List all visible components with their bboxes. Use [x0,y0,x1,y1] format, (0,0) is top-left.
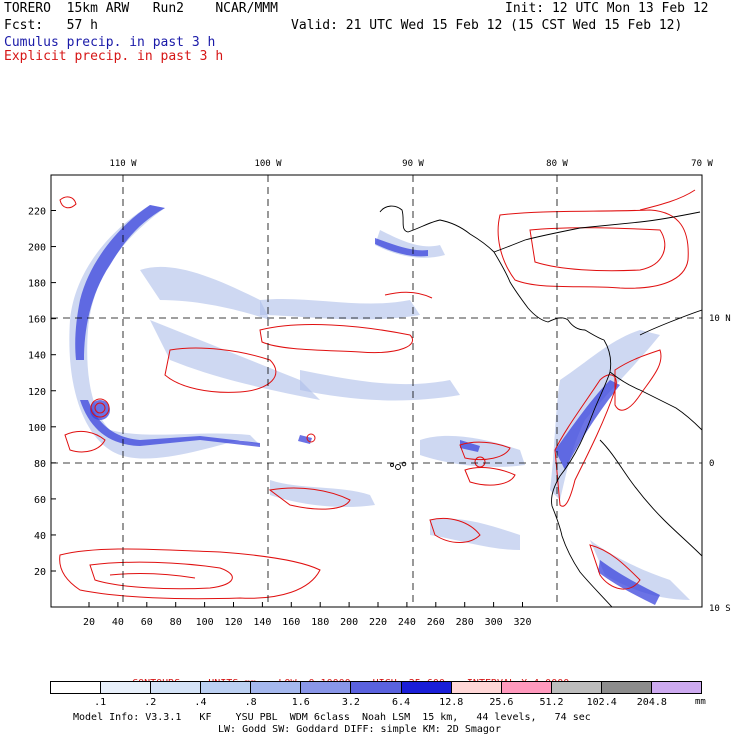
color-bar-swatch [251,682,302,693]
color-bar-swatch [101,682,152,693]
color-bar-label: .8 [244,697,257,708]
lat-label: 10 N [709,314,731,324]
color-bar-label: 3.2 [341,697,360,708]
color-bar-swatch [351,682,402,693]
model-info: Model Info: V3.3.1 KF YSU PBL WDM 6class… [73,712,591,736]
x-tick-label: 40 [112,617,124,628]
color-bar-label: 25.6 [489,697,514,708]
valid-time: Valid: 21 UTC Wed 15 Feb 12 (15 CST Wed … [291,18,683,33]
color-bar-swatch [151,682,202,693]
color-bar-label: .2 [144,697,157,708]
explicit-precip-contours [59,189,696,600]
x-tick-label: 200 [340,617,358,628]
y-tick-label: 40 [34,531,46,542]
y-tick-label: 120 [28,387,46,398]
y-tick-label: 60 [34,495,46,506]
x-tick-label: 300 [485,617,503,628]
color-bar-swatch [401,682,452,693]
color-bar-label: 204.8 [636,697,667,708]
model-info-line2: LW: Godd SW: Goddard DIFF: simple KM: 2D… [218,724,501,735]
color-bar-label: .4 [194,697,207,708]
color-bar-swatch [201,682,252,693]
x-tick-label: 160 [282,617,300,628]
color-bar-label: 6.4 [392,697,411,708]
x-tick-label: 180 [311,617,329,628]
init-time: Init: 12 UTC Mon 13 Feb 12 [505,1,709,16]
color-bar-swatch [451,682,502,693]
x-tick-label: 240 [398,617,416,628]
lon-label: 70 W [691,159,713,169]
lon-label: 90 W [402,159,424,169]
x-tick-label: 100 [196,617,214,628]
coastlines [379,205,702,607]
lat-label: 10 S [709,604,731,614]
explicit-legend: Explicit precip. in past 3 h [4,49,224,64]
x-tick-label: 140 [253,617,271,628]
color-bar-swatch [551,682,602,693]
y-tick-label: 140 [28,351,46,362]
color-bar-swatch [51,682,102,693]
lon-label: 100 W [254,159,282,169]
color-bar-swatch [501,682,552,693]
lon-label: 80 W [546,159,568,169]
model-info-line1: Model Info: V3.3.1 KF YSU PBL WDM 6class… [73,712,591,723]
y-tick-label: 220 [28,207,46,218]
color-bar-swatch [301,682,352,693]
x-tick-label: 20 [83,617,95,628]
x-tick-label: 120 [224,617,242,628]
color-bar-label: 51.2 [539,697,564,708]
graticule [51,175,702,607]
color-bar-label: 1.6 [291,697,310,708]
cumulus-legend: Cumulus precip. in past 3 h [4,35,216,50]
color-bar-label: 12.8 [439,697,464,708]
lat-label: 0 [709,459,714,469]
cumulus-precip-core [75,205,660,605]
lon-label: 110 W [109,159,137,169]
y-tick-label: 200 [28,243,46,254]
x-tick-label: 320 [513,617,531,628]
y-tick-group: 20 40 60 80 100 120 140 160 180 200 220 [28,207,56,578]
y-tick-label: 160 [28,315,46,326]
y-tick-label: 80 [34,459,46,470]
x-tick-label: 60 [141,617,153,628]
color-bar-swatch [651,682,702,693]
color-bar-label: .1 [94,697,107,708]
y-tick-label: 100 [28,423,46,434]
x-tick-label: 280 [456,617,474,628]
color-bar-label: 102.4 [586,697,617,708]
forecast-hour: Fcst: 57 h [4,18,98,33]
y-tick-label: 180 [28,279,46,290]
color-bar-labels: .1 .2 .4 .8 1.6 3.2 6.4 12.8 25.6 51.2 102.4 204.8 [50,697,702,709]
color-bar-units: mm [695,697,706,707]
color-bar-swatch [601,682,652,693]
x-tick-label: 80 [170,617,182,628]
color-bar [50,681,702,694]
x-tick-label: 220 [369,617,387,628]
header-title: TORERO 15km ARW Run2 NCAR/MMM [4,1,278,16]
y-tick-label: 20 [34,567,46,578]
x-tick-group: 20 40 60 80 100 120 140 160 180 200 220 240 260 280 30… [83,602,532,628]
x-tick-label: 260 [427,617,445,628]
